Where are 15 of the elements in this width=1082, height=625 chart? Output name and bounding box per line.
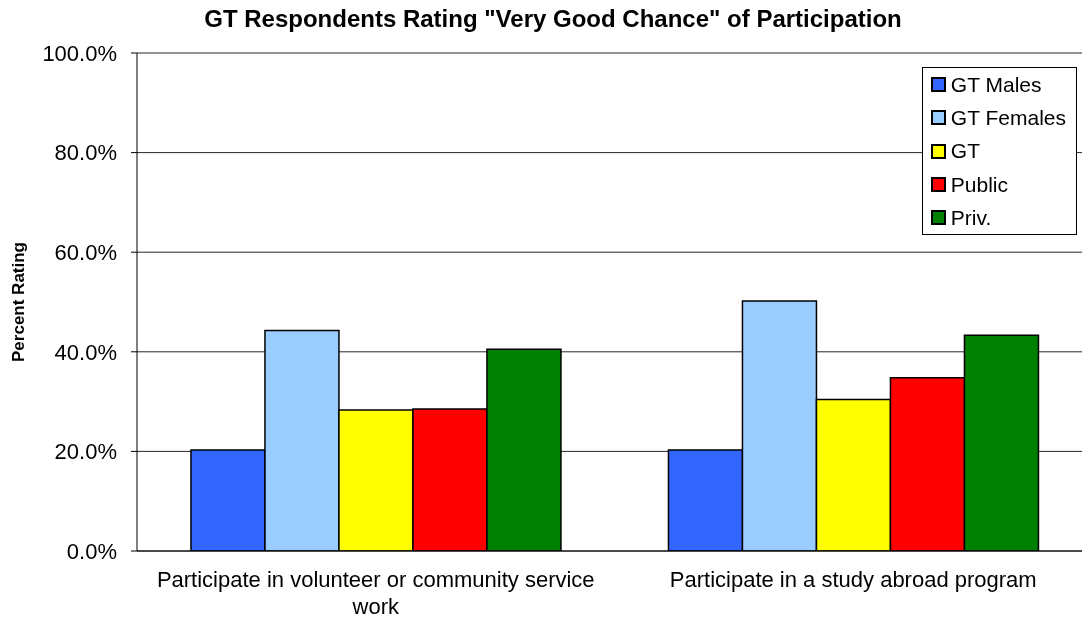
y-tick-label: 40.0% <box>54 339 117 365</box>
legend-label: GT Males <box>950 72 1042 97</box>
legend-label: Priv. <box>950 205 992 230</box>
legend-label: GT Females <box>950 105 1066 130</box>
x-tick-label: Participate in a study abroad program <box>669 567 1037 592</box>
y-tick-label: 20.0% <box>54 439 117 465</box>
legend-label: Public <box>950 172 1009 197</box>
y-axis-title: Percent Rating <box>9 242 29 362</box>
y-tick-label: 100.0% <box>42 40 117 66</box>
y-tick-label: 60.0% <box>54 240 117 266</box>
x-tick-label: Participate in volunteer or community service work <box>156 567 595 619</box>
chart-title: GT Respondents Rating "Very Good Chance" of Participation <box>203 5 903 33</box>
y-tick-label: 0.0% <box>66 538 117 564</box>
legend-label: GT <box>950 139 981 164</box>
y-tick-label: 80.0% <box>54 140 117 166</box>
